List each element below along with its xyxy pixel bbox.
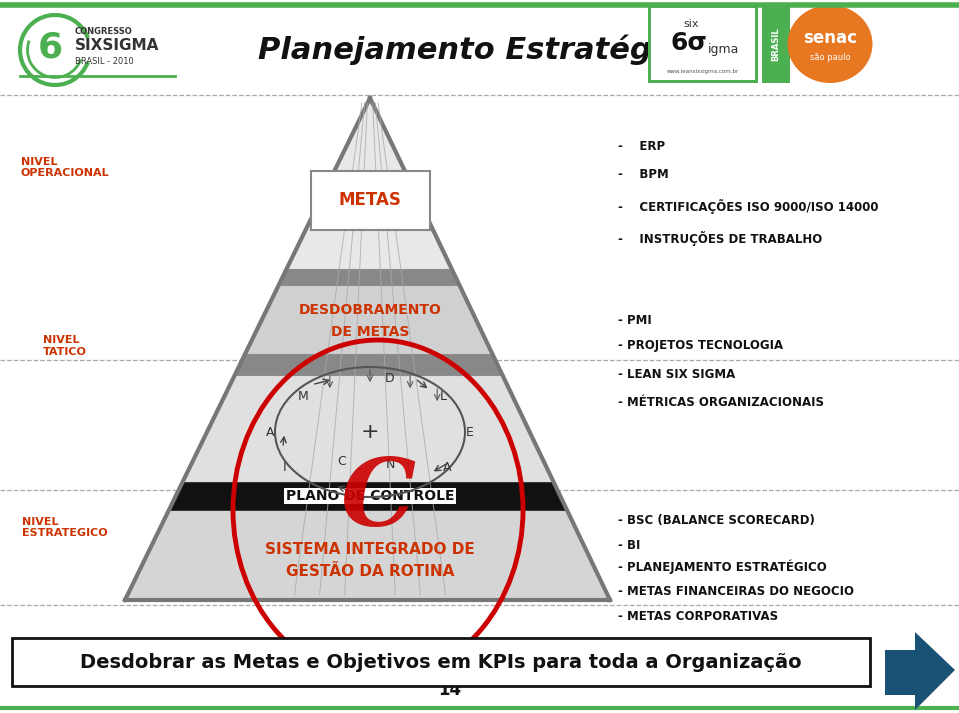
Text: METAS: METAS	[339, 191, 402, 209]
Text: M: M	[297, 390, 309, 403]
Text: I: I	[283, 461, 287, 474]
Text: Desdobrar as Metas e Objetivos em KPIs para toda a Organização: Desdobrar as Metas e Objetivos em KPIs p…	[81, 652, 802, 672]
Bar	[648, 5, 758, 83]
Text: 14: 14	[438, 681, 461, 699]
Bar	[762, 5, 790, 83]
Polygon shape	[885, 632, 955, 710]
Text: -    CERTIFICAÇÕES ISO 9000/ISO 14000: - CERTIFICAÇÕES ISO 9000/ISO 14000	[618, 199, 878, 215]
FancyBboxPatch shape	[311, 170, 430, 230]
Text: senac: senac	[803, 29, 857, 47]
Text: - METAS CORPORATIVAS: - METAS CORPORATIVAS	[618, 610, 778, 623]
Polygon shape	[279, 270, 459, 285]
Ellipse shape	[787, 5, 873, 83]
Text: 6σ: 6σ	[670, 31, 707, 55]
Text: - MÉTRICAS ORGANIZACIONAIS: - MÉTRICAS ORGANIZACIONAIS	[618, 396, 824, 409]
Text: - BI: - BI	[618, 539, 641, 552]
Text: NIVEL
ESTRATEGICO: NIVEL ESTRATEGICO	[22, 517, 107, 538]
Text: Planejamento Estratégico: Planejamento Estratégico	[258, 35, 701, 66]
Text: -    BPM: - BPM	[618, 168, 668, 181]
Text: -    INSTRUÇÕES DE TRABALHO: - INSTRUÇÕES DE TRABALHO	[618, 231, 822, 247]
Text: - METAS FINANCEIRAS DO NEGOCIO: - METAS FINANCEIRAS DO NEGOCIO	[618, 585, 854, 598]
Text: six: six	[683, 19, 698, 29]
Text: - BSC (BALANCE SCORECARD): - BSC (BALANCE SCORECARD)	[618, 514, 815, 527]
Text: igma: igma	[708, 43, 739, 56]
Text: são paulo: são paulo	[809, 53, 851, 61]
Text: BRASIL: BRASIL	[771, 27, 781, 61]
Text: - PLANEJAMENTO ESTRATÉGICO: - PLANEJAMENTO ESTRATÉGICO	[618, 560, 827, 574]
Text: L: L	[439, 390, 447, 403]
Text: NIVEL
OPERACIONAL: NIVEL OPERACIONAL	[21, 157, 109, 178]
Text: E: E	[466, 426, 474, 438]
Polygon shape	[182, 375, 554, 483]
Text: A: A	[443, 461, 452, 474]
Polygon shape	[286, 98, 453, 270]
Text: CONGRESSO: CONGRESSO	[75, 28, 132, 36]
Text: N: N	[386, 458, 395, 471]
Text: -    ERP: - ERP	[618, 140, 666, 153]
Polygon shape	[169, 483, 567, 510]
Text: DESDOBRAMENTO: DESDOBRAMENTO	[298, 303, 441, 317]
Text: NIVEL
TATICO: NIVEL TATICO	[43, 335, 87, 356]
Polygon shape	[235, 355, 503, 375]
Polygon shape	[125, 510, 610, 600]
Text: www.leansixsigma.com.br: www.leansixsigma.com.br	[667, 69, 739, 74]
Text: DE METAS: DE METAS	[331, 325, 409, 339]
Text: - PMI: - PMI	[618, 314, 652, 327]
Text: 6: 6	[38, 31, 63, 65]
Text: GESTÃO DA ROTINA: GESTÃO DA ROTINA	[286, 565, 455, 580]
Text: - LEAN SIX SIGMA: - LEAN SIX SIGMA	[618, 368, 736, 381]
Bar	[12, 638, 870, 686]
Bar	[651, 8, 755, 80]
Text: D: D	[386, 372, 395, 386]
Text: C: C	[340, 455, 415, 545]
Text: +: +	[361, 422, 380, 442]
Text: A: A	[266, 426, 274, 438]
Text: PLANO DE CONTROLE: PLANO DE CONTROLE	[286, 489, 455, 503]
Polygon shape	[245, 285, 493, 355]
Text: - PROJETOS TECNOLOGIA: - PROJETOS TECNOLOGIA	[618, 339, 784, 352]
Text: C: C	[338, 455, 346, 468]
Text: BRASIL - 2010: BRASIL - 2010	[75, 58, 133, 66]
Text: SIXSIGMA: SIXSIGMA	[75, 39, 159, 53]
Text: SISTEMA INTEGRADO DE: SISTEMA INTEGRADO DE	[265, 543, 475, 558]
